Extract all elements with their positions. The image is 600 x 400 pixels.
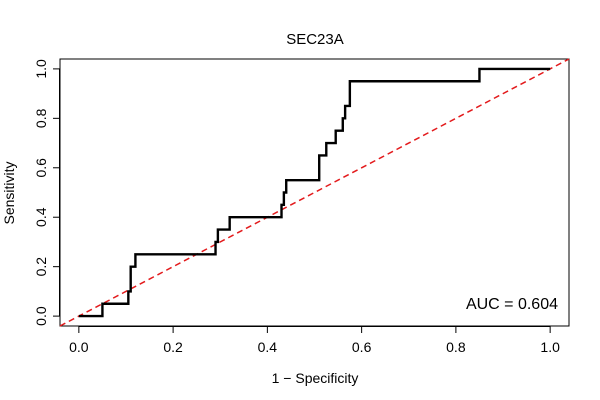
x-tick-label: 1.0 — [540, 339, 560, 355]
y-tick-label: 0.4 — [33, 207, 49, 227]
x-tick-label: 0.2 — [163, 339, 183, 355]
plot-frame — [59, 58, 570, 327]
x-axis: 0.0 0.2 0.4 0.6 0.8 1.0 — [69, 326, 560, 355]
plot-area — [59, 58, 570, 327]
roc-curve-line — [78, 67, 551, 318]
y-tick-label: 0.8 — [33, 108, 49, 128]
y-axis-label: Sensitivity — [1, 161, 17, 224]
y-tick-label: 1.0 — [33, 59, 49, 79]
x-tick-label: 0.6 — [352, 339, 372, 355]
x-tick-label: 0.8 — [446, 339, 466, 355]
reference-diagonal-line — [59, 58, 570, 327]
x-tick-label: 0.0 — [69, 339, 89, 355]
y-tick-label: 0.6 — [33, 158, 49, 178]
auc-annotation: AUC = 0.604 — [466, 296, 558, 313]
x-tick-label: 0.4 — [258, 339, 278, 355]
x-axis-label: 1 − Specificity — [272, 370, 359, 386]
y-tick-label: 0.0 — [33, 306, 49, 326]
y-tick-label: 0.2 — [33, 257, 49, 277]
chart-title: SEC23A — [286, 31, 344, 48]
y-axis: 0.0 0.2 0.4 0.6 0.8 1.0 — [33, 59, 60, 326]
